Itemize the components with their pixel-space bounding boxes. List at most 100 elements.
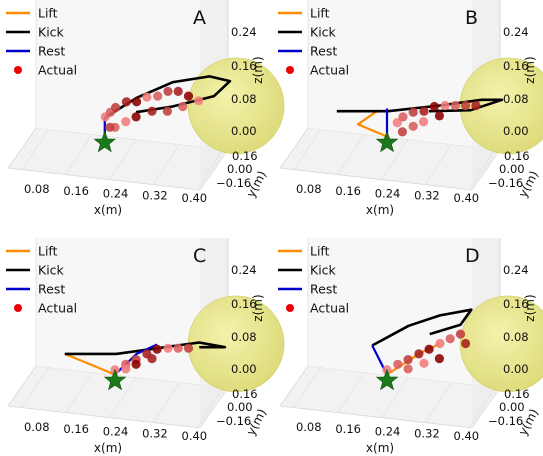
legend-label: Kick bbox=[310, 25, 337, 40]
legend-label: Actual bbox=[38, 301, 77, 316]
actual-point bbox=[163, 343, 173, 353]
back-pane bbox=[308, 0, 500, 150]
x-tick-label: 0.32 bbox=[414, 189, 440, 203]
z-axis-label: z(m) bbox=[523, 56, 537, 83]
actual-point bbox=[132, 97, 142, 107]
actual-point bbox=[178, 101, 188, 112]
x-tick-label: 0.40 bbox=[182, 191, 208, 205]
actual-point bbox=[471, 100, 481, 111]
actual-point bbox=[121, 117, 131, 127]
ball-sphere bbox=[187, 57, 285, 155]
y-tick-label: −0.16 bbox=[488, 176, 523, 190]
actual-point bbox=[121, 364, 131, 374]
actual-point bbox=[408, 121, 418, 131]
legend-label: Actual bbox=[310, 301, 349, 316]
x-tick-label: 0.32 bbox=[142, 427, 168, 441]
x-tick-label: 0.24 bbox=[103, 424, 129, 438]
legend: Lift Kick Rest Actual bbox=[6, 6, 77, 78]
z-tick-label: 0.16 bbox=[503, 59, 529, 73]
legend-label: Actual bbox=[310, 63, 349, 78]
y-tick-label: 0.16 bbox=[504, 387, 530, 401]
actual-point bbox=[461, 100, 471, 111]
ball-sphere bbox=[459, 57, 543, 155]
legend-label: Lift bbox=[310, 244, 330, 259]
legend: Lift Kick Rest Actual bbox=[278, 6, 349, 78]
actual-point bbox=[418, 117, 429, 127]
actual-point bbox=[183, 91, 194, 101]
actual-point bbox=[440, 100, 450, 111]
z-axis-label: z(m) bbox=[251, 294, 265, 321]
actual-point bbox=[173, 86, 183, 96]
floor-grid-line bbox=[381, 138, 409, 180]
series-line-kick bbox=[371, 308, 473, 347]
star-icon bbox=[103, 368, 127, 391]
actual-point bbox=[397, 127, 407, 137]
legend-label: Lift bbox=[38, 6, 58, 21]
series-line-kick bbox=[336, 98, 504, 113]
x-tick-label: 0.24 bbox=[103, 186, 129, 200]
floor-grid-line bbox=[293, 129, 321, 171]
actual-point bbox=[435, 338, 445, 349]
x-tick-label: 0.16 bbox=[63, 184, 89, 198]
y-tick-label: 0.00 bbox=[499, 162, 525, 176]
actual-point bbox=[152, 344, 162, 354]
chart-panel-a: A Lift Kick Rest Actual 0.08 0.16 0.24 0.32 0.40 x… bbox=[6, 0, 285, 217]
floor-grid-line bbox=[425, 143, 453, 184]
floor-grid-line bbox=[293, 367, 321, 409]
z-tick-label: 0.08 bbox=[503, 330, 529, 344]
panel-letter: C bbox=[193, 245, 206, 267]
floor-grid-line bbox=[337, 372, 365, 413]
chart-panel-b: B Lift Kick Rest Actual 0.08 0.16 0.24 0.32 0.40 x… bbox=[278, 0, 543, 217]
z-tick-label: 0.16 bbox=[231, 297, 257, 311]
floor-grid-line bbox=[65, 372, 93, 413]
panel-letter: D bbox=[465, 245, 480, 267]
x-axis-label: x(m) bbox=[94, 441, 122, 455]
z-tick-label: 0.00 bbox=[231, 362, 257, 376]
floor-grid-line bbox=[65, 134, 93, 175]
actual-point bbox=[403, 364, 413, 374]
actual-point bbox=[429, 101, 439, 112]
actual-point bbox=[105, 122, 115, 132]
floor-grid-line bbox=[425, 381, 453, 422]
actual-point bbox=[121, 97, 131, 107]
z-tick-label: 0.00 bbox=[231, 124, 257, 138]
legend-swatch bbox=[14, 304, 22, 312]
x-tick-label: 0.16 bbox=[335, 184, 361, 198]
legend-label: Lift bbox=[310, 6, 330, 21]
floor-grid-line bbox=[469, 385, 497, 427]
x-tick-label: 0.32 bbox=[142, 189, 168, 203]
actual-point bbox=[434, 111, 444, 121]
floor-grid-line bbox=[109, 138, 137, 180]
legend-label: Lift bbox=[38, 244, 58, 259]
z-tick-label: 0.16 bbox=[231, 59, 257, 73]
y-tick-label: 0.16 bbox=[504, 149, 530, 163]
y-tick-label: 0.00 bbox=[227, 162, 253, 176]
ball-sphere bbox=[459, 295, 543, 393]
floor-grid-line bbox=[469, 147, 497, 189]
z-tick-label: 0.16 bbox=[503, 297, 529, 311]
x-tick-label: 0.16 bbox=[335, 422, 361, 436]
actual-point bbox=[424, 344, 434, 354]
actual-point bbox=[194, 96, 204, 106]
x-tick-label: 0.24 bbox=[375, 424, 401, 438]
actual-point bbox=[408, 107, 418, 117]
z-tick-label: 0.24 bbox=[503, 25, 529, 39]
actual-point bbox=[450, 100, 460, 111]
x-axis-label: x(m) bbox=[366, 203, 394, 217]
x-tick-label: 0.08 bbox=[296, 420, 322, 434]
floor-grid-line bbox=[153, 143, 181, 184]
star-icon bbox=[93, 130, 117, 153]
legend-swatch bbox=[286, 304, 294, 312]
z-tick-label: 0.24 bbox=[503, 263, 529, 277]
x-tick-label: 0.08 bbox=[24, 420, 50, 434]
star-icon bbox=[375, 130, 399, 153]
floor-grid-line bbox=[21, 367, 49, 409]
floor-grid-line bbox=[109, 376, 137, 418]
series-line-lift bbox=[64, 352, 116, 376]
z-tick-label: 0.08 bbox=[231, 92, 257, 106]
y-tick-label: −0.16 bbox=[216, 414, 251, 428]
actual-point bbox=[398, 112, 408, 122]
y-tick-label: 0.16 bbox=[232, 387, 258, 401]
floor-grid-line bbox=[197, 385, 225, 427]
chart-panel-d: D Lift Kick Rest Actual 0.08 0.16 0.24 0.32 0.40 x… bbox=[278, 238, 543, 455]
